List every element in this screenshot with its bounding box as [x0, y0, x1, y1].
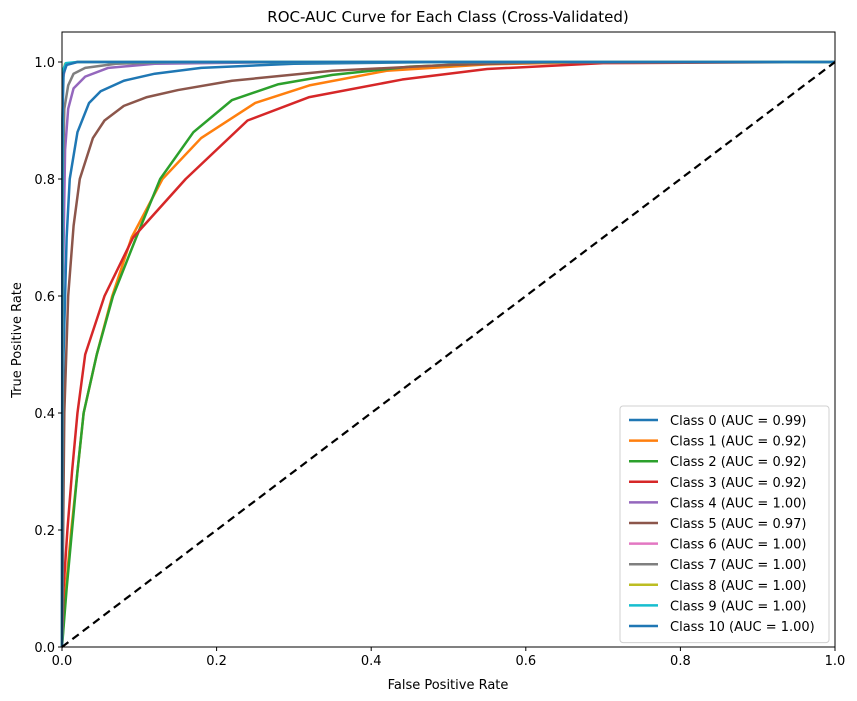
legend-item: Class 0 (AUC = 0.99)	[629, 414, 806, 429]
x-tick-label: 0.0	[52, 654, 73, 669]
x-tick-label: 0.2	[206, 654, 227, 669]
y-tick-label: 0.4	[34, 407, 55, 422]
legend-item: Class 1 (AUC = 0.92)	[629, 435, 806, 450]
chart-title: ROC-AUC Curve for Each Class (Cross-Vali…	[267, 8, 628, 26]
roc-curve-class-5	[60, 60, 835, 648]
legend-item: Class 7 (AUC = 1.00)	[629, 558, 806, 573]
legend-item: Class 5 (AUC = 0.97)	[629, 517, 806, 532]
x-tick-label: 0.8	[670, 654, 691, 669]
legend-label: Class 5 (AUC = 0.97)	[670, 517, 806, 532]
roc-curve-class-2	[60, 60, 835, 648]
legend: Class 0 (AUC = 0.99) Class 1 (AUC = 0.92)…	[619, 405, 830, 644]
legend-item: Class 6 (AUC = 1.00)	[629, 538, 806, 553]
y-tick-label: 0.8	[34, 173, 55, 188]
legend-box	[619, 405, 830, 644]
x-tick-label: 1.0	[825, 654, 846, 669]
x-tick-label: 0.4	[361, 654, 382, 669]
chance-diagonal-line	[61, 61, 836, 648]
legend-label: Class 3 (AUC = 0.92)	[670, 476, 806, 491]
legend-label: Class 8 (AUC = 1.00)	[670, 579, 806, 594]
x-tick-label: 0.6	[515, 654, 536, 669]
legend-item: Class 4 (AUC = 1.00)	[629, 496, 806, 511]
x-axis-ticks: 0.0 0.2 0.4 0.6 0.8 1.0	[52, 647, 846, 669]
y-tick-label: 0.6	[34, 290, 55, 305]
roc-curve-class-3	[60, 60, 836, 648]
legend-item: Class 8 (AUC = 1.00)	[629, 579, 806, 594]
legend-label: Class 7 (AUC = 1.00)	[670, 558, 806, 573]
legend-label: Class 1 (AUC = 0.92)	[670, 435, 806, 450]
roc-curve-class-0	[60, 60, 835, 648]
legend-label: Class 0 (AUC = 0.99)	[670, 414, 806, 429]
legend-label: Class 10 (AUC = 1.00)	[670, 620, 815, 635]
legend-label: Class 2 (AUC = 0.92)	[670, 455, 806, 470]
y-tick-label: 0.0	[34, 641, 55, 656]
legend-item: Class 2 (AUC = 0.92)	[629, 455, 806, 470]
y-tick-label: 1.0	[34, 56, 55, 71]
legend-item: Class 10 (AUC = 1.00)	[629, 620, 815, 635]
axes-frame	[61, 31, 836, 648]
legend-item: Class 9 (AUC = 1.00)	[629, 599, 806, 614]
legend-label: Class 6 (AUC = 1.00)	[670, 538, 806, 553]
y-tick-label: 0.2	[34, 524, 55, 539]
y-axis-label: True Positive Rate	[10, 282, 25, 399]
x-axis-label: False Positive Rate	[388, 678, 509, 693]
y-axis-ticks: 0.0 0.2 0.4 0.6 0.8 1.0	[34, 56, 62, 656]
legend-label: Class 9 (AUC = 1.00)	[670, 599, 806, 614]
legend-label: Class 4 (AUC = 1.00)	[670, 496, 806, 511]
legend-item: Class 3 (AUC = 0.92)	[629, 476, 806, 491]
